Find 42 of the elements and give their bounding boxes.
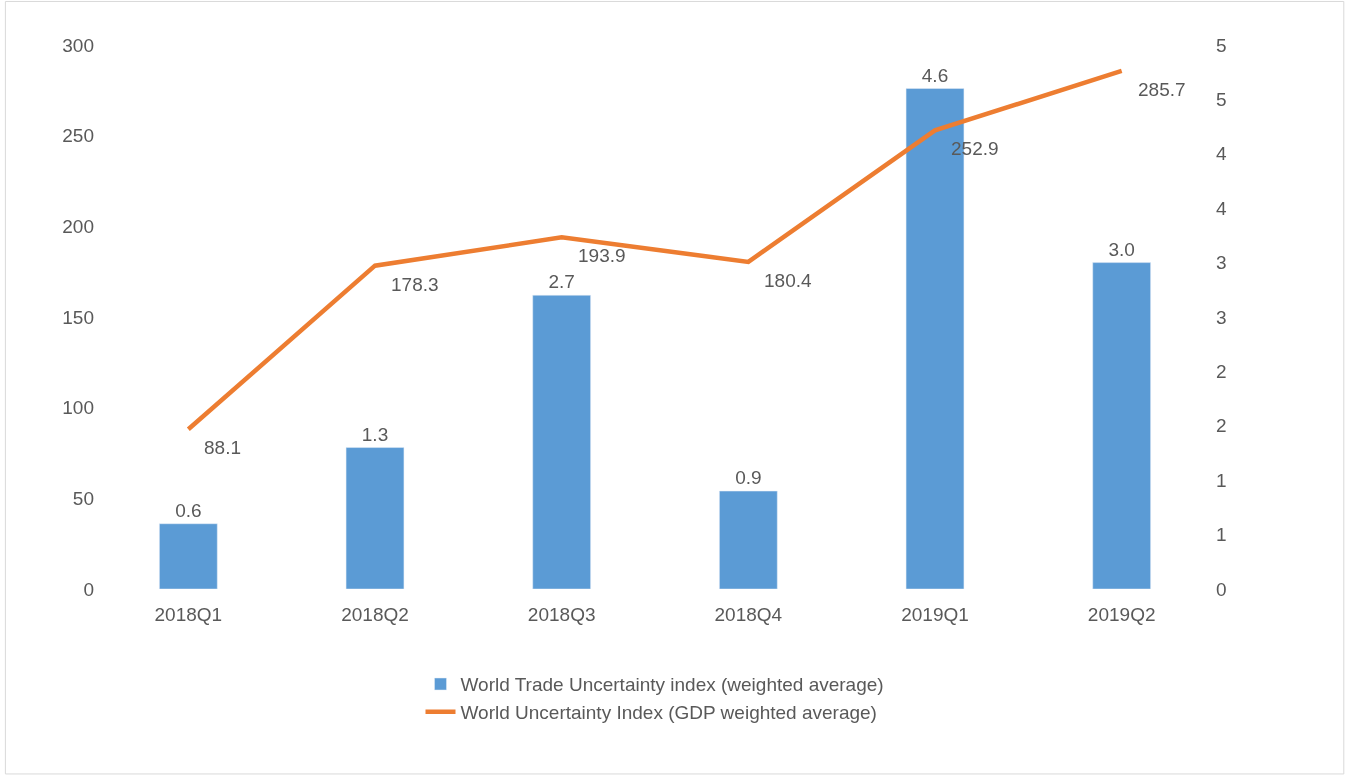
y2-tick-label: 5 [1216,34,1227,56]
data-label: 88.1 [204,437,241,458]
x-tick-label: 2019Q2 [1087,604,1156,625]
data-label: 2.7 [548,271,575,293]
data-label: 285.7 [1138,79,1186,100]
y2-tick-label: 2 [1216,415,1227,437]
y-tick-label: 250 [62,125,94,147]
data-label: 0.6 [175,499,202,521]
y2-tick-label: 4 [1216,197,1227,219]
bar [532,294,591,589]
data-label: 4.6 [921,64,949,86]
data-label: 178.3 [391,274,439,295]
data-label: 0.9 [735,467,762,489]
bar [1092,262,1151,589]
y2-tick-label: 0 [1216,578,1227,600]
y2-tick-label: 2 [1216,361,1227,383]
x-tick-label: 2018Q3 [527,604,596,625]
data-label: 3.0 [1108,238,1135,260]
y2-tick-label: 3 [1216,252,1227,274]
y2-tick-label: 5 [1216,89,1227,111]
x-tick-label: 2018Q1 [154,604,223,625]
data-label: 193.9 [578,245,626,266]
y2-tick-label: 4 [1216,143,1227,165]
x-tick-label: 2019Q1 [901,604,969,625]
y-tick-label: 200 [62,215,94,237]
y2-tick-label: 3 [1216,306,1227,328]
legend-label: World Trade Uncertainty index (weighted average) [460,674,884,696]
y-tick-label: 300 [62,34,94,56]
x-tick-label: 2018Q2 [341,604,409,625]
bar [345,447,405,589]
y-tick-label: 50 [72,487,94,509]
y2-tick-label: 1 [1216,469,1227,491]
legend-label: World Uncertainty Index (GDP weighted average) [460,702,877,724]
data-label: 1.3 [361,423,389,445]
y2-tick-label: 1 [1216,524,1227,546]
bar [719,490,778,589]
x-tick-label: 2018Q4 [714,604,783,625]
y-tick-label: 0 [83,578,94,600]
y-tick-label: 150 [62,306,94,328]
y-tick-label: 100 [62,397,94,419]
data-label: 180.4 [764,270,812,291]
bar [159,523,218,589]
